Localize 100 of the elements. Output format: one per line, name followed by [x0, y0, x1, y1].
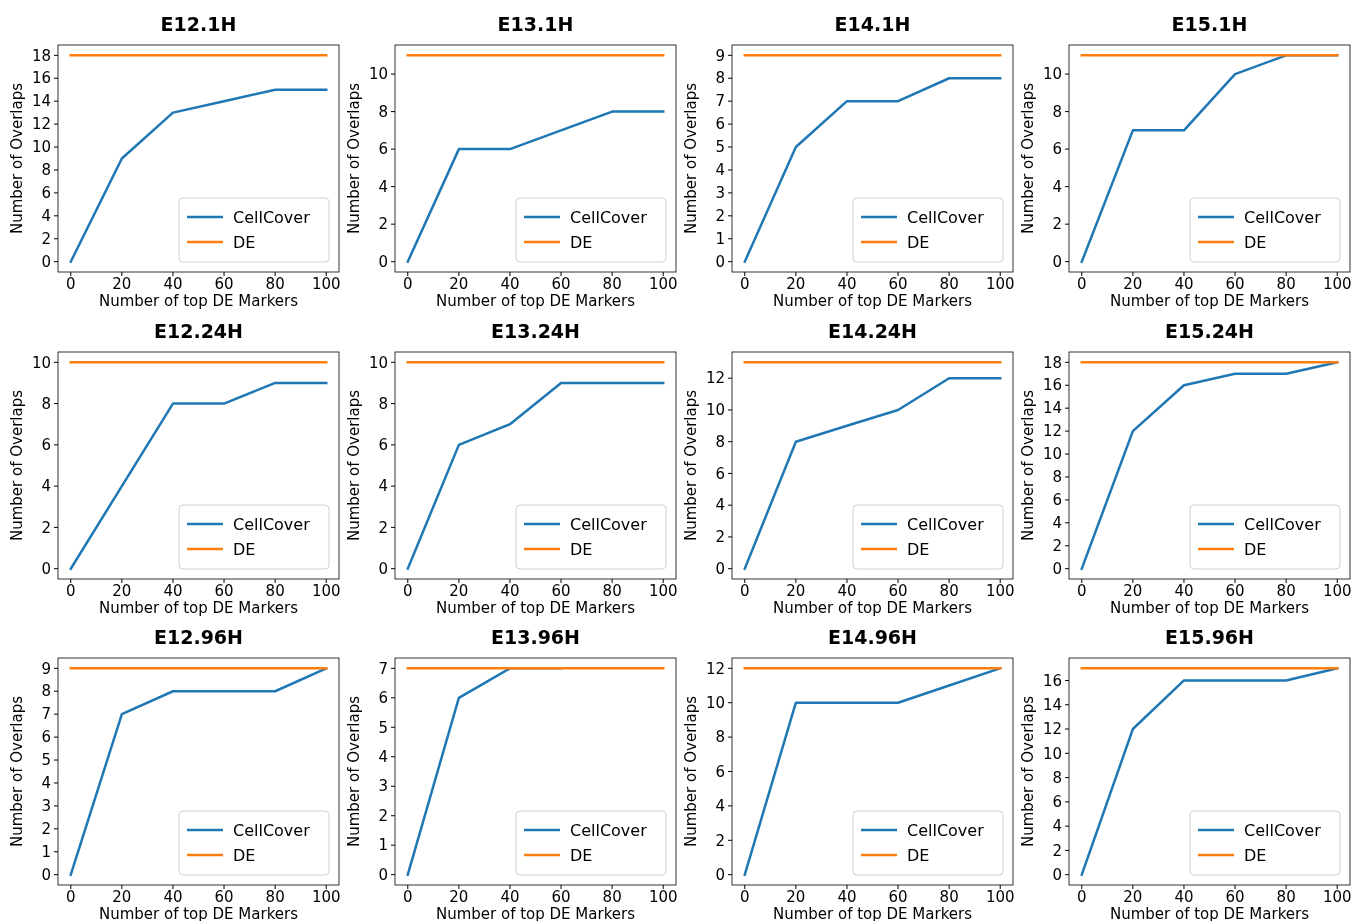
x-tick-label: 100: [1322, 275, 1352, 293]
legend-label: DE: [233, 232, 256, 252]
x-tick-label: 100: [648, 582, 678, 600]
y-tick-label: 7: [378, 659, 388, 678]
y-tick-label: 0: [378, 252, 388, 271]
x-axis-title: Number of top DE Markers: [98, 599, 299, 617]
y-axis-title: Number of Overlaps: [682, 389, 700, 542]
y-tick-label: 6: [41, 184, 51, 203]
x-tick-label: 40: [500, 888, 520, 906]
x-tick-label: 100: [311, 888, 341, 906]
y-tick-label: 0: [715, 252, 725, 271]
y-tick-label: 18: [31, 46, 51, 65]
x-axis-title: Number of top DE Markers: [772, 292, 973, 310]
y-tick-label: 12: [705, 369, 725, 388]
y-tick-label: 10: [31, 353, 51, 372]
line-series: [743, 77, 1002, 263]
x-axis-title: Number of top DE Markers: [1109, 599, 1310, 617]
x-tick-label: 80: [602, 275, 622, 293]
x-tick-label: 80: [265, 275, 285, 293]
y-tick-label: 4: [715, 161, 725, 180]
y-tick-label: 8: [41, 394, 51, 413]
line-series: [69, 667, 328, 876]
y-axis-title: Number of Overlaps: [682, 695, 700, 848]
legend-label: DE: [570, 539, 593, 559]
x-tick-label: 60: [1225, 888, 1245, 906]
x-tick-label: 20: [1123, 888, 1143, 906]
y-tick-label: 4: [715, 797, 725, 816]
x-tick-label: 40: [837, 888, 857, 906]
y-axis-title: Number of Overlaps: [345, 389, 363, 542]
y-tick-label: 2: [1052, 537, 1062, 555]
y-axis-title: Number of Overlaps: [8, 82, 26, 235]
y-axis-title: Number of Overlaps: [8, 695, 26, 848]
legend-label: CellCover: [907, 207, 985, 227]
x-tick-label: 20: [1123, 275, 1143, 293]
x-tick-label: 80: [939, 582, 959, 600]
y-tick-label: 4: [41, 774, 51, 793]
y-tick-label: 6: [715, 762, 725, 781]
line-series: [1080, 361, 1339, 570]
x-tick-label: 60: [888, 888, 908, 906]
y-axis-title: Number of Overlaps: [1019, 695, 1037, 848]
y-tick-label: 10: [368, 353, 388, 372]
legend-label: CellCover: [570, 820, 648, 840]
y-axis-title: Number of Overlaps: [345, 695, 363, 848]
chart-title: E12.1H: [160, 13, 237, 35]
y-tick-label: 4: [41, 477, 51, 496]
legend-label: DE: [233, 845, 256, 865]
y-tick-label: 10: [31, 138, 51, 157]
y-tick-label: 0: [1052, 252, 1062, 271]
chart-title: E13.1H: [497, 13, 574, 35]
y-tick-label: 6: [715, 464, 725, 483]
y-tick-label: 18: [1042, 353, 1062, 372]
y-tick-label: 4: [41, 207, 51, 226]
x-tick-label: 80: [939, 275, 959, 293]
chart-title: E15.24H: [1165, 320, 1254, 342]
legend-label: DE: [233, 539, 256, 559]
chart-title: E12.24H: [154, 320, 243, 342]
y-tick-label: 12: [1042, 422, 1062, 441]
legend-label: DE: [907, 232, 930, 252]
y-axis-title: Number of Overlaps: [682, 82, 700, 235]
x-tick-label: 100: [648, 275, 678, 293]
x-tick-label: 100: [1322, 582, 1352, 600]
legend-label: DE: [570, 845, 593, 865]
y-tick-label: 12: [705, 659, 725, 678]
y-tick-label: 2: [378, 806, 388, 825]
x-tick-label: 40: [163, 888, 183, 906]
x-tick-label: 40: [500, 275, 520, 293]
y-tick-label: 2: [41, 518, 51, 537]
x-tick-label: 40: [1174, 582, 1194, 600]
y-tick-label: 0: [378, 865, 388, 884]
legend-label: DE: [907, 539, 930, 559]
y-tick-label: 8: [715, 432, 725, 451]
y-tick-label: 5: [378, 718, 388, 737]
x-tick-label: 80: [1276, 888, 1296, 906]
y-tick-label: 6: [1052, 140, 1062, 159]
y-tick-label: 0: [41, 865, 51, 884]
y-tick-label: 8: [1052, 468, 1062, 487]
y-tick-label: 3: [41, 797, 51, 816]
x-axis-title: Number of top DE Markers: [772, 599, 973, 617]
x-tick-label: 0: [403, 888, 413, 906]
x-tick-label: 0: [66, 275, 76, 293]
legend-label: DE: [1244, 539, 1267, 559]
y-tick-label: 4: [715, 496, 725, 515]
line-series: [406, 381, 665, 570]
chart-title: E14.24H: [828, 320, 917, 342]
line-series: [743, 667, 1002, 876]
line-series: [69, 381, 328, 570]
y-tick-label: 10: [705, 693, 725, 712]
y-tick-label: 2: [378, 215, 388, 234]
x-tick-label: 60: [888, 275, 908, 293]
x-tick-label: 80: [1276, 275, 1296, 293]
y-tick-label: 2: [715, 831, 725, 850]
legend-label: DE: [1244, 232, 1267, 252]
y-tick-label: 6: [715, 115, 725, 134]
x-tick-label: 40: [500, 582, 520, 600]
x-tick-label: 20: [449, 275, 469, 293]
y-tick-label: 16: [1042, 671, 1062, 690]
x-tick-label: 60: [551, 275, 571, 293]
y-tick-label: 2: [41, 230, 51, 248]
legend-label: CellCover: [1244, 207, 1322, 227]
x-tick-label: 0: [740, 888, 750, 906]
